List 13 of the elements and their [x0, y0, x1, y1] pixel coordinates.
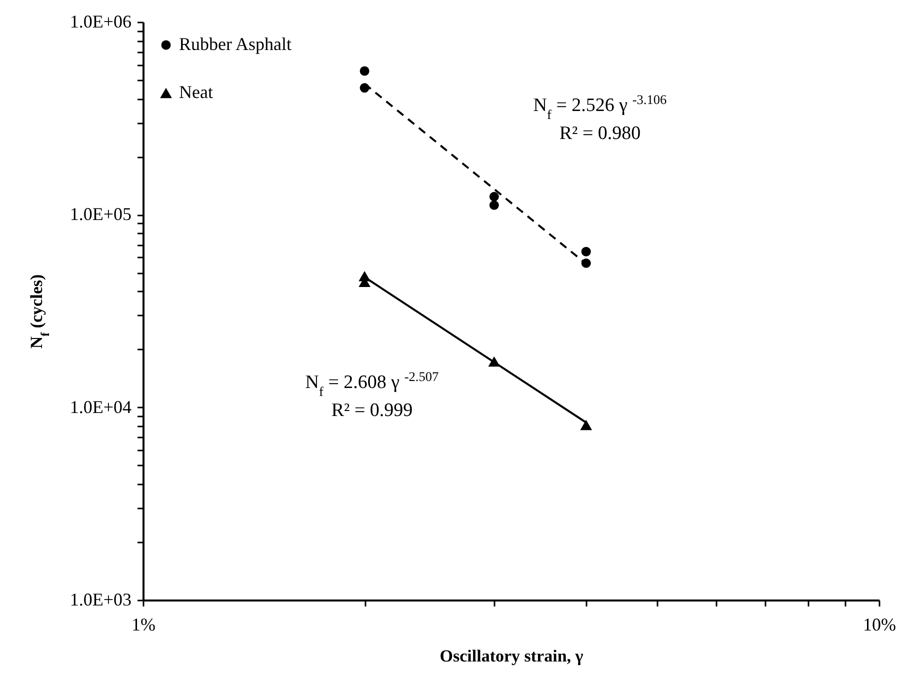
annotation: R² = 0.999 [331, 400, 413, 421]
y-tick-label: 1.0E+04 [70, 396, 132, 417]
y-tick-label: 1.0E+03 [70, 590, 132, 610]
annotation: R² = 0.980 [559, 123, 641, 144]
legend-label: Rubber Asphalt [179, 34, 292, 54]
annotation: N$_{f}$ = 2.526 γ $^{-3.106}$ [533, 92, 668, 122]
legend-label: Neat [179, 82, 213, 102]
y-tick-label: 1.0E+05 [70, 204, 132, 224]
annotation: N$_{f}$ = 2.608 γ $^{-2.507}$ [305, 368, 440, 398]
x-tick-label: 1% [132, 614, 156, 634]
x-tick-label: 10% [863, 614, 896, 634]
x-axis-title: Oscillatory strain, γ [440, 646, 584, 666]
y-tick-label: 1.0E+06 [70, 12, 132, 32]
